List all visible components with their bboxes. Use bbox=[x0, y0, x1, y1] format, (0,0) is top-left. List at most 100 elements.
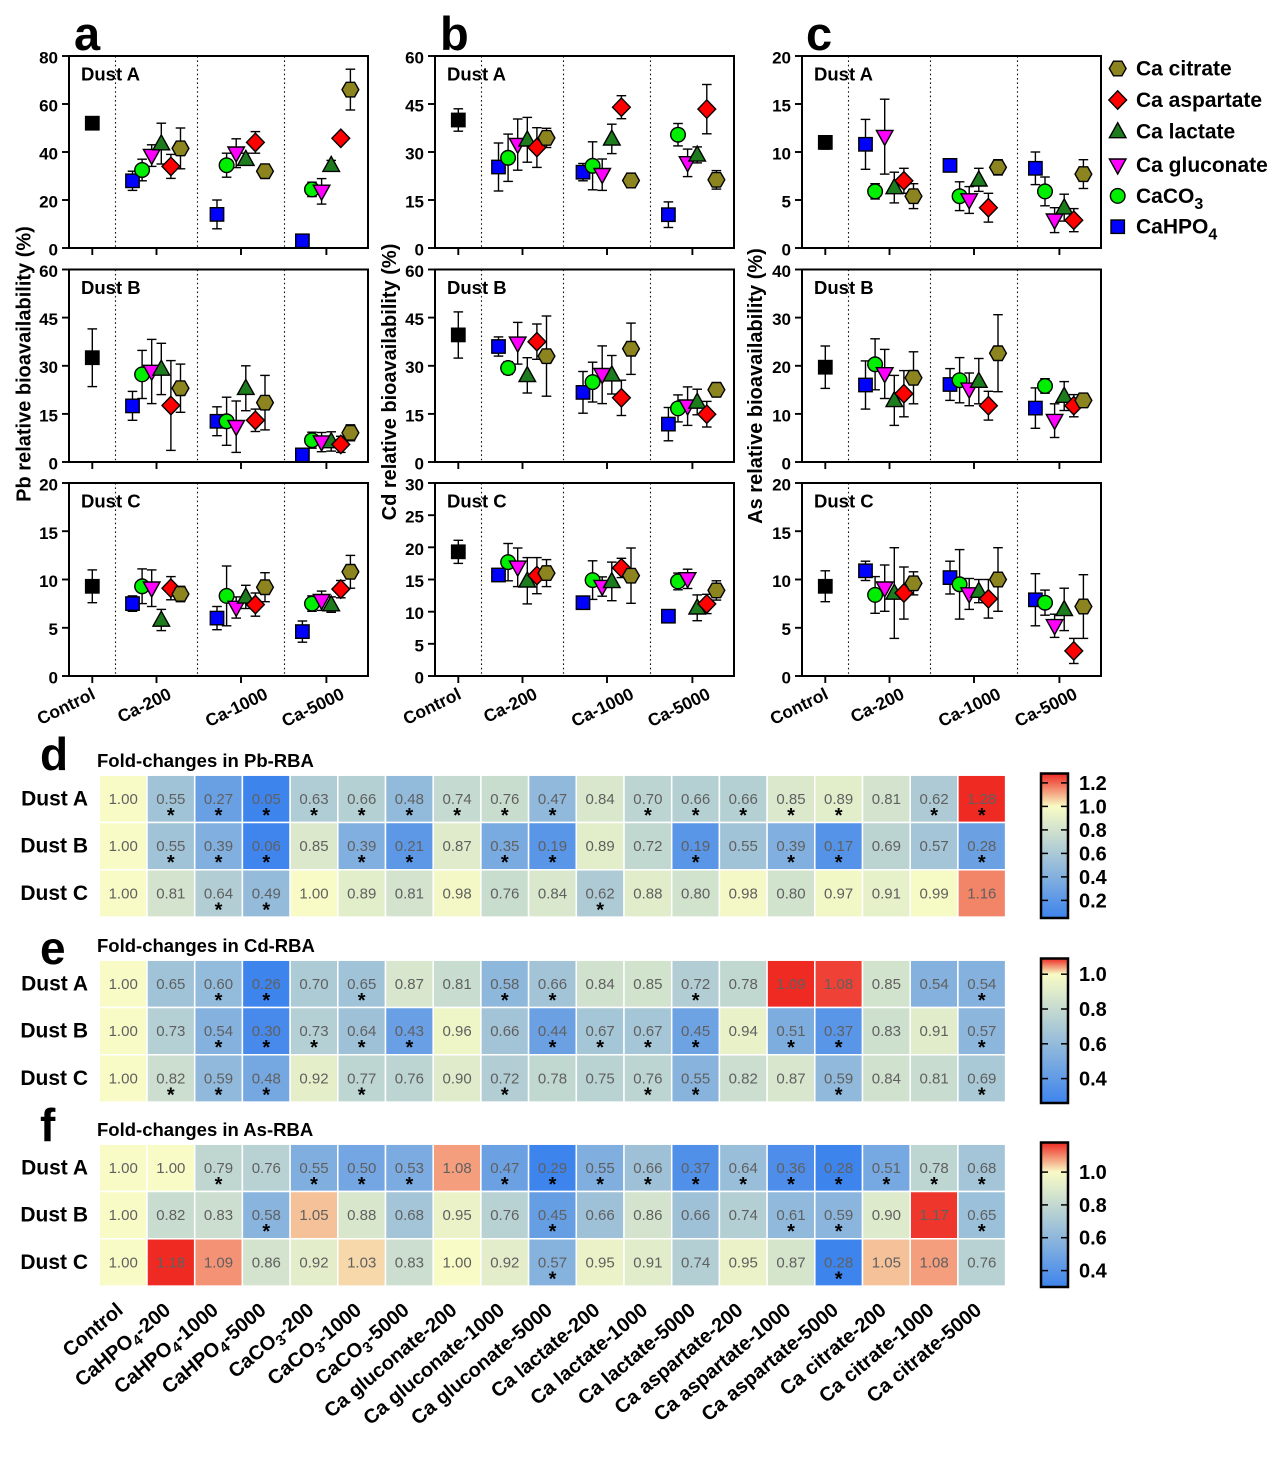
svg-text:Dust A: Dust A bbox=[814, 64, 873, 85]
svg-text:20: 20 bbox=[405, 540, 424, 559]
svg-text:0.87: 0.87 bbox=[395, 976, 424, 993]
svg-text:0.54: 0.54 bbox=[967, 976, 996, 993]
svg-text:0.73: 0.73 bbox=[156, 1023, 185, 1040]
svg-text:Dust C: Dust C bbox=[447, 491, 507, 512]
svg-text:Dust A: Dust A bbox=[447, 64, 506, 85]
svg-text:0.19: 0.19 bbox=[681, 838, 710, 855]
svg-text:0.26: 0.26 bbox=[252, 976, 281, 993]
svg-text:*: * bbox=[835, 852, 843, 874]
svg-text:1.28: 1.28 bbox=[967, 791, 996, 808]
svg-text:0.70: 0.70 bbox=[299, 976, 328, 993]
svg-text:a: a bbox=[74, 7, 101, 60]
svg-text:0.57: 0.57 bbox=[967, 1023, 996, 1040]
svg-text:*: * bbox=[978, 1037, 986, 1059]
svg-text:Dust A: Dust A bbox=[81, 64, 140, 85]
svg-text:0.89: 0.89 bbox=[347, 886, 376, 903]
svg-text:f: f bbox=[40, 1099, 56, 1151]
svg-text:*: * bbox=[167, 852, 175, 874]
svg-text:Dust A: Dust A bbox=[21, 787, 88, 810]
svg-text:0.81: 0.81 bbox=[919, 1071, 948, 1088]
svg-text:0.4: 0.4 bbox=[1079, 1069, 1108, 1091]
svg-text:0.69: 0.69 bbox=[872, 838, 901, 855]
svg-text:1.09: 1.09 bbox=[776, 976, 805, 993]
svg-text:*: * bbox=[596, 1037, 604, 1059]
svg-text:*: * bbox=[215, 990, 223, 1012]
svg-text:1.00: 1.00 bbox=[156, 1160, 185, 1177]
svg-text:0.84: 0.84 bbox=[585, 976, 614, 993]
svg-text:0: 0 bbox=[415, 241, 424, 260]
svg-text:*: * bbox=[644, 1037, 652, 1059]
svg-text:Ca lactate: Ca lactate bbox=[1136, 121, 1235, 144]
svg-text:0.82: 0.82 bbox=[156, 1207, 185, 1224]
svg-text:1.08: 1.08 bbox=[919, 1255, 948, 1272]
svg-text:*: * bbox=[692, 990, 700, 1012]
svg-text:1.00: 1.00 bbox=[109, 1023, 138, 1040]
svg-text:*: * bbox=[835, 1221, 843, 1243]
svg-text:1.09: 1.09 bbox=[204, 1255, 233, 1272]
svg-text:0.54: 0.54 bbox=[204, 1023, 233, 1040]
svg-text:1.08: 1.08 bbox=[442, 1160, 471, 1177]
svg-text:0.60: 0.60 bbox=[204, 976, 233, 993]
svg-text:1.0: 1.0 bbox=[1079, 964, 1107, 986]
svg-text:15: 15 bbox=[39, 524, 58, 543]
svg-text:30: 30 bbox=[405, 145, 424, 164]
svg-text:0.62: 0.62 bbox=[919, 791, 948, 808]
svg-text:*: * bbox=[549, 1037, 557, 1059]
svg-text:1.00: 1.00 bbox=[109, 791, 138, 808]
svg-text:0.49: 0.49 bbox=[252, 886, 281, 903]
svg-text:*: * bbox=[978, 1085, 986, 1107]
svg-text:1.08: 1.08 bbox=[824, 976, 853, 993]
svg-text:0.76: 0.76 bbox=[490, 886, 519, 903]
svg-text:15: 15 bbox=[405, 193, 424, 212]
svg-text:40: 40 bbox=[772, 262, 791, 281]
svg-text:0.98: 0.98 bbox=[729, 886, 758, 903]
svg-text:0.19: 0.19 bbox=[538, 838, 567, 855]
svg-text:*: * bbox=[644, 1085, 652, 1107]
svg-text:*: * bbox=[739, 1174, 747, 1196]
svg-text:*: * bbox=[835, 805, 843, 827]
svg-text:0.66: 0.66 bbox=[633, 1160, 662, 1177]
svg-text:0.90: 0.90 bbox=[872, 1207, 901, 1224]
svg-text:10: 10 bbox=[405, 604, 424, 623]
svg-text:*: * bbox=[835, 1085, 843, 1107]
svg-text:60: 60 bbox=[39, 97, 58, 116]
svg-text:0.87: 0.87 bbox=[776, 1255, 805, 1272]
svg-text:0.66: 0.66 bbox=[729, 791, 758, 808]
svg-text:0: 0 bbox=[415, 455, 424, 474]
svg-text:0.84: 0.84 bbox=[538, 886, 567, 903]
svg-text:0.61: 0.61 bbox=[776, 1207, 805, 1224]
svg-text:0.06: 0.06 bbox=[252, 838, 281, 855]
svg-text:*: * bbox=[692, 1085, 700, 1107]
svg-text:0.87: 0.87 bbox=[776, 1071, 805, 1088]
svg-text:0.72: 0.72 bbox=[681, 976, 710, 993]
svg-text:*: * bbox=[787, 852, 795, 874]
svg-text:*: * bbox=[835, 1269, 843, 1291]
svg-text:*: * bbox=[978, 852, 986, 874]
svg-text:*: * bbox=[549, 1221, 557, 1243]
svg-text:0.39: 0.39 bbox=[776, 838, 805, 855]
svg-text:Ca aspartate: Ca aspartate bbox=[1136, 89, 1262, 112]
svg-text:0.48: 0.48 bbox=[252, 1071, 281, 1088]
svg-text:0.89: 0.89 bbox=[585, 838, 614, 855]
svg-text:60: 60 bbox=[405, 262, 424, 281]
svg-text:30: 30 bbox=[772, 310, 791, 329]
svg-text:0.92: 0.92 bbox=[299, 1255, 328, 1272]
svg-text:1.00: 1.00 bbox=[109, 838, 138, 855]
svg-text:*: * bbox=[549, 852, 557, 874]
svg-text:0.55: 0.55 bbox=[299, 1160, 328, 1177]
svg-text:Cd relative bioavailability (%: Cd relative bioavailability (%) bbox=[379, 244, 401, 521]
svg-text:40: 40 bbox=[39, 145, 58, 164]
svg-text:Dust C: Dust C bbox=[81, 491, 141, 512]
svg-text:45: 45 bbox=[405, 310, 424, 329]
svg-text:0.65: 0.65 bbox=[156, 976, 185, 993]
svg-text:0.76: 0.76 bbox=[967, 1255, 996, 1272]
svg-text:0.28: 0.28 bbox=[824, 1255, 853, 1272]
svg-text:0.86: 0.86 bbox=[633, 1207, 662, 1224]
svg-text:0.78: 0.78 bbox=[538, 1071, 567, 1088]
svg-text:0.6: 0.6 bbox=[1079, 843, 1107, 865]
svg-text:0.62: 0.62 bbox=[585, 886, 614, 903]
svg-text:0.30: 0.30 bbox=[252, 1023, 281, 1040]
svg-text:10: 10 bbox=[772, 572, 791, 591]
svg-text:Fold-changes in As-RBA: Fold-changes in As-RBA bbox=[97, 1119, 313, 1140]
svg-text:0.66: 0.66 bbox=[347, 791, 376, 808]
